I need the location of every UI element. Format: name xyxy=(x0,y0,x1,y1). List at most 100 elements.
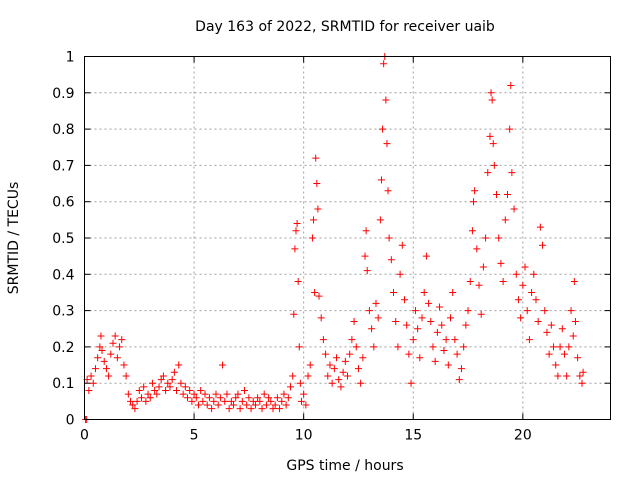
data-point xyxy=(234,390,242,398)
data-point xyxy=(170,368,178,376)
data-point xyxy=(521,263,529,271)
data-point xyxy=(120,361,128,369)
data-point xyxy=(490,161,498,169)
data-point xyxy=(501,216,509,224)
data-point xyxy=(384,187,392,195)
data-point xyxy=(541,307,549,315)
data-point xyxy=(94,354,102,362)
data-point xyxy=(203,401,211,409)
data-point xyxy=(306,361,314,369)
data-point xyxy=(258,405,266,413)
data-point xyxy=(403,321,411,329)
data-point xyxy=(186,386,194,394)
data-point xyxy=(294,278,302,286)
data-point xyxy=(144,390,152,398)
y-tick-label: 0.4 xyxy=(52,267,74,283)
data-point xyxy=(89,379,97,387)
data-point xyxy=(470,198,478,206)
x-tick-label: 5 xyxy=(190,428,199,444)
data-point xyxy=(96,343,104,351)
data-point xyxy=(330,365,338,373)
data-point xyxy=(153,390,161,398)
data-point xyxy=(300,390,308,398)
data-point xyxy=(567,307,575,315)
data-point xyxy=(314,205,322,213)
data-point xyxy=(192,394,200,402)
data-point xyxy=(304,372,312,380)
data-point xyxy=(109,339,117,347)
data-point xyxy=(447,314,455,322)
data-point xyxy=(570,278,578,286)
data-point xyxy=(400,296,408,304)
data-point xyxy=(418,314,426,322)
data-point xyxy=(328,379,336,387)
data-point xyxy=(571,317,579,325)
data-point xyxy=(344,372,351,380)
data-point xyxy=(157,376,165,384)
data-point xyxy=(168,376,176,384)
data-point xyxy=(451,336,459,344)
data-point xyxy=(289,372,297,380)
data-point xyxy=(466,278,474,286)
data-point xyxy=(409,336,417,344)
data-point xyxy=(506,125,514,133)
data-point xyxy=(488,96,496,104)
data-point xyxy=(396,270,404,278)
data-point xyxy=(569,332,577,340)
data-point xyxy=(377,176,385,184)
data-point xyxy=(556,343,564,351)
data-point xyxy=(188,397,196,405)
data-point xyxy=(550,343,558,351)
data-point xyxy=(276,405,284,413)
grid-lines xyxy=(84,56,611,420)
data-point xyxy=(416,354,424,362)
data-point xyxy=(335,376,343,384)
data-point xyxy=(464,307,472,315)
data-point xyxy=(107,350,115,358)
data-point xyxy=(420,288,428,296)
data-point xyxy=(280,390,288,398)
data-point xyxy=(137,394,145,402)
y-tick-labels: 0 0.1 0.2 0.3 0.4 0.5 0.6 0.7 0.8 0.9 1 xyxy=(52,50,74,429)
data-point xyxy=(91,365,99,373)
data-point xyxy=(155,383,163,391)
data-point xyxy=(365,307,373,315)
data-point xyxy=(453,350,461,358)
data-point xyxy=(510,205,518,213)
data-point xyxy=(111,332,119,340)
data-point xyxy=(214,401,222,409)
data-point xyxy=(512,270,520,278)
data-point xyxy=(265,394,273,402)
data-point xyxy=(319,336,327,344)
data-point xyxy=(212,390,220,398)
data-point xyxy=(525,336,533,344)
data-point xyxy=(269,405,277,413)
data-point xyxy=(495,234,503,242)
data-point xyxy=(260,390,268,398)
data-point xyxy=(578,379,586,387)
data-point xyxy=(251,401,259,409)
data-point xyxy=(487,89,495,97)
data-point xyxy=(473,245,481,253)
data-point xyxy=(271,401,279,409)
data-point xyxy=(113,354,121,362)
data-point xyxy=(116,343,124,351)
data-point xyxy=(482,234,490,242)
data-point xyxy=(576,372,584,380)
data-point xyxy=(379,125,387,133)
data-point xyxy=(507,82,515,90)
data-point xyxy=(574,354,582,362)
data-point xyxy=(346,350,354,358)
data-point xyxy=(554,372,562,380)
data-point xyxy=(87,372,95,380)
data-point xyxy=(245,394,253,402)
data-point xyxy=(411,307,419,315)
data-point xyxy=(486,132,494,140)
data-point xyxy=(225,405,233,413)
data-point xyxy=(359,354,367,362)
data-point xyxy=(151,386,159,394)
data-point xyxy=(552,361,560,369)
data-point xyxy=(238,397,246,405)
x-tick-label: 15 xyxy=(404,428,422,444)
